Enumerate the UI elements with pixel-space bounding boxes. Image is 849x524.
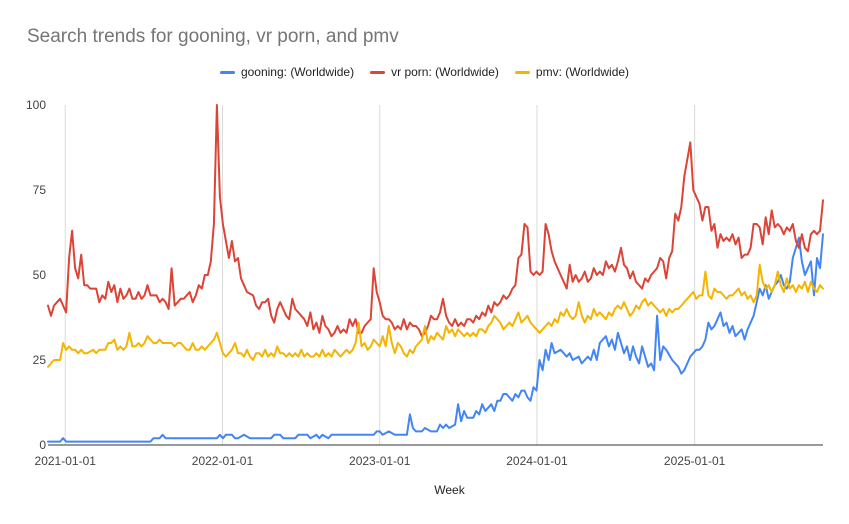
chart-series-lines <box>47 104 824 443</box>
x-tick-label: 2021-01-01 <box>35 454 97 468</box>
series-line-0[interactable] <box>47 233 824 443</box>
legend: gooning: (Worldwide) vr porn: (Worldwide… <box>0 65 849 79</box>
x-tick-label: 2025-01-01 <box>664 454 726 468</box>
y-tick-label: 25 <box>33 353 47 367</box>
y-tick-label: 75 <box>33 183 47 197</box>
legend-swatch-gooning <box>219 70 235 74</box>
legend-label-vr-porn: vr porn: (Worldwide) <box>391 65 499 79</box>
y-tick-label: 50 <box>33 268 47 282</box>
y-tick-label: 0 <box>39 438 46 452</box>
series-line-2[interactable] <box>47 263 824 368</box>
x-tick-label: 2022-01-01 <box>192 454 254 468</box>
chart-title: Search trends for gooning, vr porn, and … <box>27 26 399 47</box>
x-axis-ticks: 2021-01-01 2022-01-01 2023-01-01 2024-01-01… <box>35 454 726 468</box>
x-axis-title: Week <box>434 483 465 497</box>
legend-item-gooning[interactable]: gooning: (Worldwide) <box>219 65 355 79</box>
x-tick-label: 2023-01-01 <box>349 454 411 468</box>
chart-grid <box>48 105 823 446</box>
legend-swatch-pmv <box>514 70 530 74</box>
legend-label-pmv: pmv: (Worldwide) <box>535 65 630 79</box>
legend-item-vr-porn[interactable]: vr porn: (Worldwide) <box>370 65 499 79</box>
legend-swatch-vr-porn <box>370 70 386 74</box>
legend-label-gooning: gooning: (Worldwide) <box>240 65 355 79</box>
y-axis-ticks: 0 25 50 75 100 <box>26 98 46 452</box>
x-tick-label: 2024-01-01 <box>506 454 568 468</box>
series-line-1[interactable] <box>47 104 824 338</box>
legend-item-pmv[interactable]: pmv: (Worldwide) <box>514 65 630 79</box>
y-tick-label: 100 <box>26 98 46 112</box>
